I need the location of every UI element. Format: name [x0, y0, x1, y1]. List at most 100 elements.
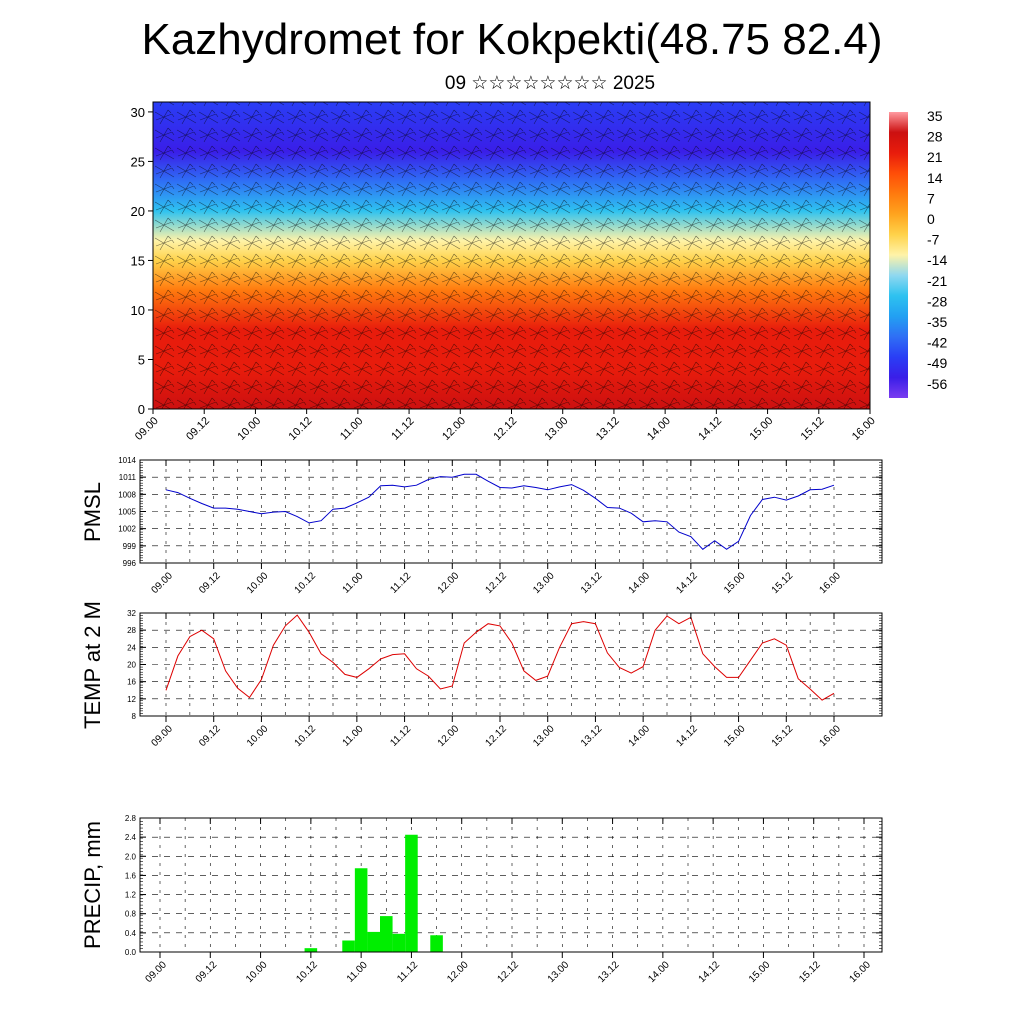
y-tick-label: 25 [131, 154, 145, 169]
colorbar-label: 35 [927, 108, 943, 124]
x-tick-label: 09.00 [149, 723, 175, 749]
x-tick-label: 14.12 [674, 723, 700, 749]
colorbar-label: -42 [927, 335, 947, 351]
x-tick-label: 11.00 [345, 959, 370, 984]
y-tick-label: 20 [131, 204, 145, 219]
precip-bar [380, 916, 393, 952]
y-tick-label: 2.0 [125, 852, 137, 861]
x-tick-label: 15.00 [722, 570, 748, 596]
precip-bar [304, 948, 318, 952]
x-tick-label: 13.00 [531, 723, 557, 749]
x-tick-label: 16.00 [850, 415, 878, 443]
cross-section-panel: 0 5 10 15 20 25 30 09.00 09.12 10.00 10.12 11.00 11.… [131, 101, 878, 443]
y-tick-label: 0.0 [125, 948, 137, 957]
x-tick-label: 11.12 [388, 570, 413, 595]
x-tick-label: 09.00 [143, 959, 169, 985]
x-tick-label: 14.12 [697, 959, 723, 985]
x-tick-label: 09.12 [194, 959, 220, 985]
x-tick-label: 14.00 [627, 570, 653, 596]
colorbar-label: -28 [927, 293, 947, 309]
x-tick-label: 15.00 [747, 415, 775, 443]
y-axis-label: TEMP at 2 M [80, 601, 105, 729]
colorbar-label: -14 [927, 252, 947, 268]
y-tick-label: 12 [127, 695, 136, 704]
x-tick-label: 15.12 [799, 415, 827, 443]
x-tick-label: 16.00 [817, 723, 843, 749]
x-tick-label: 13.12 [594, 415, 622, 443]
x-tick-label: 15.00 [747, 959, 773, 985]
y-tick-label: 0 [138, 402, 145, 417]
x-tick-label: 14.12 [696, 415, 724, 443]
x-tick-label: 14.12 [674, 570, 700, 596]
panel-frame [139, 817, 883, 953]
colorbar-label: 21 [927, 149, 943, 165]
pmsl-panel: 996 999 1002 1005 1008 1011 1014 09.00 09.12 10.0… [80, 456, 883, 596]
x-tick-label: 10.00 [235, 415, 263, 443]
x-tick-label: 10.00 [244, 959, 270, 985]
x-tick-label: 14.00 [646, 959, 672, 985]
y-tick-label: 15 [131, 253, 145, 268]
precip-bar [405, 834, 418, 952]
y-tick-label: 5 [138, 352, 145, 367]
x-tick-label: 15.12 [797, 959, 823, 985]
wind-barbs [153, 102, 870, 409]
x-tick-label: 10.12 [293, 570, 319, 596]
x-tick-label: 12.12 [491, 415, 519, 443]
colorbar: 35 28 21 14 7 0 -7 -14 -21 -28 -35 -42 -49 -56 [889, 108, 947, 398]
x-tick-label: 12.00 [440, 415, 468, 443]
chart-subtitle: 09 ☆☆☆☆☆☆☆☆ 2025 [444, 73, 656, 94]
x-tick-label: 12.12 [495, 959, 521, 985]
x-tick-label: 13.12 [579, 723, 605, 749]
x-tick-label: 13.12 [579, 570, 605, 596]
precip-bar [367, 931, 380, 952]
y-tick-label: 16 [127, 678, 136, 687]
panel-frame [139, 459, 883, 564]
precip-bar [354, 868, 368, 952]
y-tick-label: 1005 [118, 508, 136, 517]
x-tick-label: 13.00 [531, 570, 557, 596]
y-tick-label: 0.4 [125, 929, 137, 938]
y-tick-label: 30 [131, 105, 145, 120]
panel-frame [139, 612, 883, 717]
x-tick-label: 10.12 [294, 959, 320, 985]
x-tick-label: 16.00 [847, 959, 873, 985]
colorbar-label: -21 [927, 273, 947, 289]
x-tick-label: 10.00 [245, 723, 271, 749]
colorbar-label: -35 [927, 314, 947, 330]
x-tick-label: 14.00 [645, 415, 673, 443]
y-tick-label: 1008 [118, 490, 136, 499]
y-tick-label: 1002 [118, 525, 136, 534]
series-line [165, 614, 835, 701]
x-tick-label: 12.00 [445, 959, 471, 985]
colorbar-fill [889, 112, 908, 398]
x-tick-label: 12.00 [436, 570, 462, 596]
x-tick-label: 09.12 [184, 415, 212, 443]
y-tick-label: 1.2 [125, 891, 137, 900]
y-tick-label: 10 [131, 303, 145, 318]
colorbar-label: 7 [927, 190, 935, 206]
precip-bar [392, 933, 406, 952]
series-line [165, 473, 835, 550]
y-tick-label: 1.6 [125, 871, 137, 880]
x-tick-label: 10.12 [287, 415, 315, 443]
y-tick-label: 1011 [119, 473, 137, 482]
x-tick-label: 09.12 [197, 723, 223, 749]
y-axis-label: PRECIP, mm [80, 821, 105, 949]
colorbar-label: 14 [927, 170, 943, 186]
y-axis-label: PMSL [80, 482, 105, 542]
x-tick-label: 11.12 [388, 723, 413, 748]
x-tick-label: 13.00 [543, 415, 571, 443]
x-tick-label: 09.00 [149, 570, 175, 596]
x-tick-label: 16.00 [817, 570, 843, 596]
y-tick-label: 32 [127, 609, 136, 618]
x-tick-label: 11.12 [395, 959, 420, 984]
x-tick-label: 12.12 [483, 570, 509, 596]
x-tick-label: 09.12 [197, 570, 223, 596]
x-tick-label: 11.00 [341, 570, 366, 595]
x-tick-label: 10.12 [293, 723, 319, 749]
x-tick-label: 15.00 [722, 723, 748, 749]
x-tick-label: 09.00 [133, 415, 161, 443]
chart-title: Kazhydromet for Kokpekti(48.75 82.4) [141, 15, 883, 64]
y-tick-label: 0.8 [125, 910, 137, 919]
x-tick-label: 10.00 [245, 570, 271, 596]
